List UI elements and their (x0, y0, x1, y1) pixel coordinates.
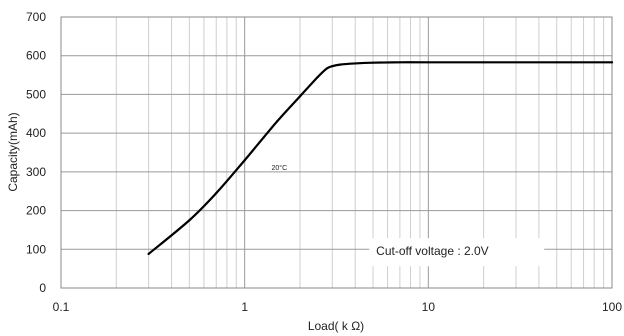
data-point (354, 62, 357, 65)
x-tick-label: 0.1 (53, 300, 70, 314)
x-tick-label: 100 (602, 300, 622, 314)
data-point (427, 61, 430, 64)
y-tick-label: 300 (26, 165, 46, 179)
x-tick-label: 10 (422, 300, 436, 314)
y-tick-label: 500 (26, 87, 46, 101)
data-point (147, 252, 150, 256)
data-point (371, 61, 375, 64)
temperature-annotation: 20°C (272, 164, 288, 172)
data-point (482, 61, 485, 64)
x-axis-title: Load( k Ω) (308, 319, 364, 333)
data-point (398, 61, 401, 64)
y-tick-label: 0 (39, 281, 46, 295)
y-tick-label: 700 (26, 10, 46, 24)
data-point (338, 63, 342, 66)
annotations: 20°C Cut-off voltage : 2.0V (272, 164, 545, 267)
y-tick-label: 600 (26, 49, 46, 63)
data-point (298, 95, 302, 98)
data-point (188, 219, 191, 222)
data-point (331, 65, 334, 68)
y-tick-label: 200 (26, 204, 46, 218)
data-point (316, 75, 319, 79)
data-point (275, 120, 279, 123)
y-tick-label: 100 (26, 242, 46, 256)
tick-labels: 0.1 1 10 100 0 100 200 300 400 500 600 700 (26, 10, 622, 314)
y-tick-label: 400 (26, 126, 46, 140)
cutoff-voltage-box (369, 238, 545, 267)
data-point (215, 192, 218, 195)
cutoff-voltage-annotation: Cut-off voltage : 2.0V (376, 244, 489, 258)
x-tick-label: 1 (241, 300, 248, 314)
data-point (610, 61, 614, 64)
data-point (243, 159, 246, 162)
series-group (147, 61, 614, 256)
data-point (325, 67, 328, 70)
y-axis-title: Capacity(mAh) (6, 112, 20, 191)
plot-area-border (60, 16, 613, 289)
data-point (555, 61, 558, 64)
